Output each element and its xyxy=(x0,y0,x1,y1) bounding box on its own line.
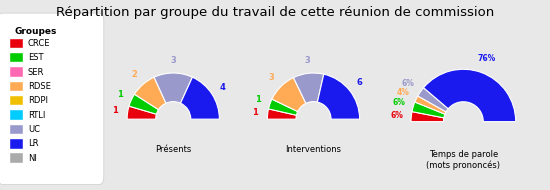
Text: RTLI: RTLI xyxy=(28,111,45,120)
Text: RDSE: RDSE xyxy=(28,82,51,91)
Wedge shape xyxy=(415,96,446,114)
Bar xyxy=(10,139,23,149)
Text: RDPI: RDPI xyxy=(28,96,48,105)
Text: EST: EST xyxy=(28,53,43,62)
Text: NI: NI xyxy=(28,154,37,162)
Text: Interventions: Interventions xyxy=(285,145,342,154)
Wedge shape xyxy=(272,78,306,112)
Text: 4%: 4% xyxy=(397,88,409,97)
Text: 4: 4 xyxy=(220,83,226,92)
Text: CRCE: CRCE xyxy=(28,39,50,48)
Text: 6%: 6% xyxy=(402,79,415,88)
Text: Temps de parole
(mots prononcés): Temps de parole (mots prononcés) xyxy=(426,150,500,170)
Text: 6: 6 xyxy=(357,78,362,87)
Wedge shape xyxy=(268,99,298,115)
Text: 1: 1 xyxy=(255,95,261,104)
Bar xyxy=(10,82,23,91)
Wedge shape xyxy=(134,77,166,110)
Wedge shape xyxy=(267,109,296,119)
Text: 3: 3 xyxy=(269,73,274,82)
Bar xyxy=(10,39,23,48)
Wedge shape xyxy=(412,102,445,118)
Text: 1: 1 xyxy=(252,108,258,117)
Wedge shape xyxy=(424,69,516,122)
Wedge shape xyxy=(418,88,448,112)
Text: 76%: 76% xyxy=(477,54,496,63)
FancyBboxPatch shape xyxy=(0,13,104,184)
Text: Répartition par groupe du travail de cette réunion de commission: Répartition par groupe du travail de cet… xyxy=(56,6,494,19)
Text: 3: 3 xyxy=(170,56,176,65)
Text: 6%: 6% xyxy=(393,98,405,107)
Text: Groupes: Groupes xyxy=(14,27,57,36)
Bar xyxy=(10,153,23,163)
Wedge shape xyxy=(411,112,444,122)
Text: 6%: 6% xyxy=(390,111,403,120)
Text: 3: 3 xyxy=(304,56,310,65)
Bar xyxy=(10,96,23,105)
Text: LR: LR xyxy=(28,139,38,148)
Bar xyxy=(10,53,23,63)
Wedge shape xyxy=(317,74,360,119)
Text: SER: SER xyxy=(28,67,44,77)
Text: 2: 2 xyxy=(131,70,138,79)
Text: 1: 1 xyxy=(117,90,123,99)
Bar xyxy=(10,124,23,134)
Wedge shape xyxy=(129,94,158,114)
Wedge shape xyxy=(154,73,192,103)
Bar xyxy=(10,67,23,77)
Wedge shape xyxy=(127,106,156,119)
Text: Présents: Présents xyxy=(155,145,191,154)
Text: 1: 1 xyxy=(112,106,118,115)
Wedge shape xyxy=(180,77,219,119)
Bar xyxy=(10,110,23,120)
Text: UC: UC xyxy=(28,125,40,134)
Wedge shape xyxy=(294,73,324,103)
